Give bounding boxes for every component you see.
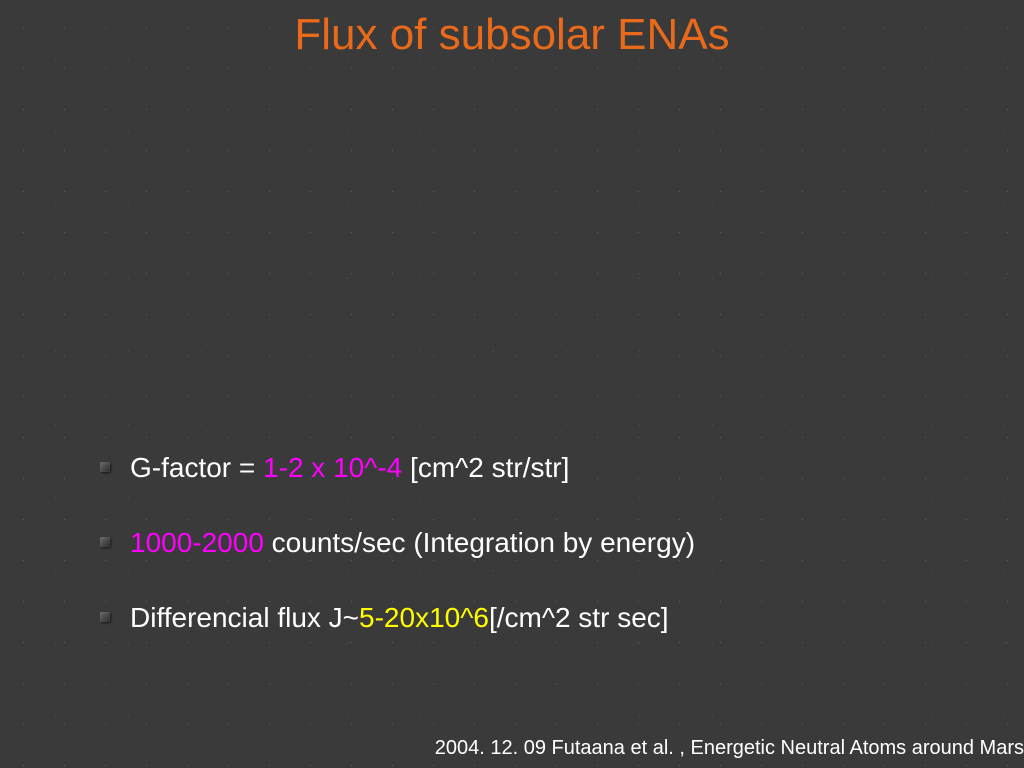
slide: Flux of subsolar ENAs G-factor = 1-2 x 1… bbox=[0, 0, 1024, 768]
bullet-item: Differencial flux J~5-20x10^6[/cm^2 str … bbox=[100, 600, 984, 635]
text-segment: counts/sec (Integration by energy) bbox=[264, 527, 695, 558]
text-segment: G-factor = bbox=[130, 452, 263, 483]
bullet-marker-icon bbox=[100, 462, 110, 472]
slide-title: Flux of subsolar ENAs bbox=[0, 10, 1024, 60]
bullet-text: Differencial flux J~5-20x10^6[/cm^2 str … bbox=[130, 600, 984, 635]
bullet-text: G-factor = 1-2 x 10^-4 [cm^2 str/str] bbox=[130, 450, 984, 485]
bullet-marker-icon bbox=[100, 612, 110, 622]
text-segment: 1000-2000 bbox=[130, 527, 264, 558]
bullet-marker-icon bbox=[100, 537, 110, 547]
bullet-list: G-factor = 1-2 x 10^-4 [cm^2 str/str] 100… bbox=[100, 450, 984, 675]
bullet-text: 1000-2000 counts/sec (Integration by ene… bbox=[130, 525, 984, 560]
text-segment: 1-2 x 10^-4 bbox=[263, 452, 402, 483]
text-segment: [/cm^2 str sec] bbox=[489, 602, 669, 633]
bullet-item: 1000-2000 counts/sec (Integration by ene… bbox=[100, 525, 984, 560]
text-segment: [cm^2 str/str] bbox=[402, 452, 569, 483]
bullet-item: G-factor = 1-2 x 10^-4 [cm^2 str/str] bbox=[100, 450, 984, 485]
text-segment: 5-20x10^6 bbox=[359, 602, 489, 633]
text-segment: Differencial flux J~ bbox=[130, 602, 359, 633]
slide-footer: 2004. 12. 09 Futaana et al. , Energetic … bbox=[435, 737, 1024, 760]
